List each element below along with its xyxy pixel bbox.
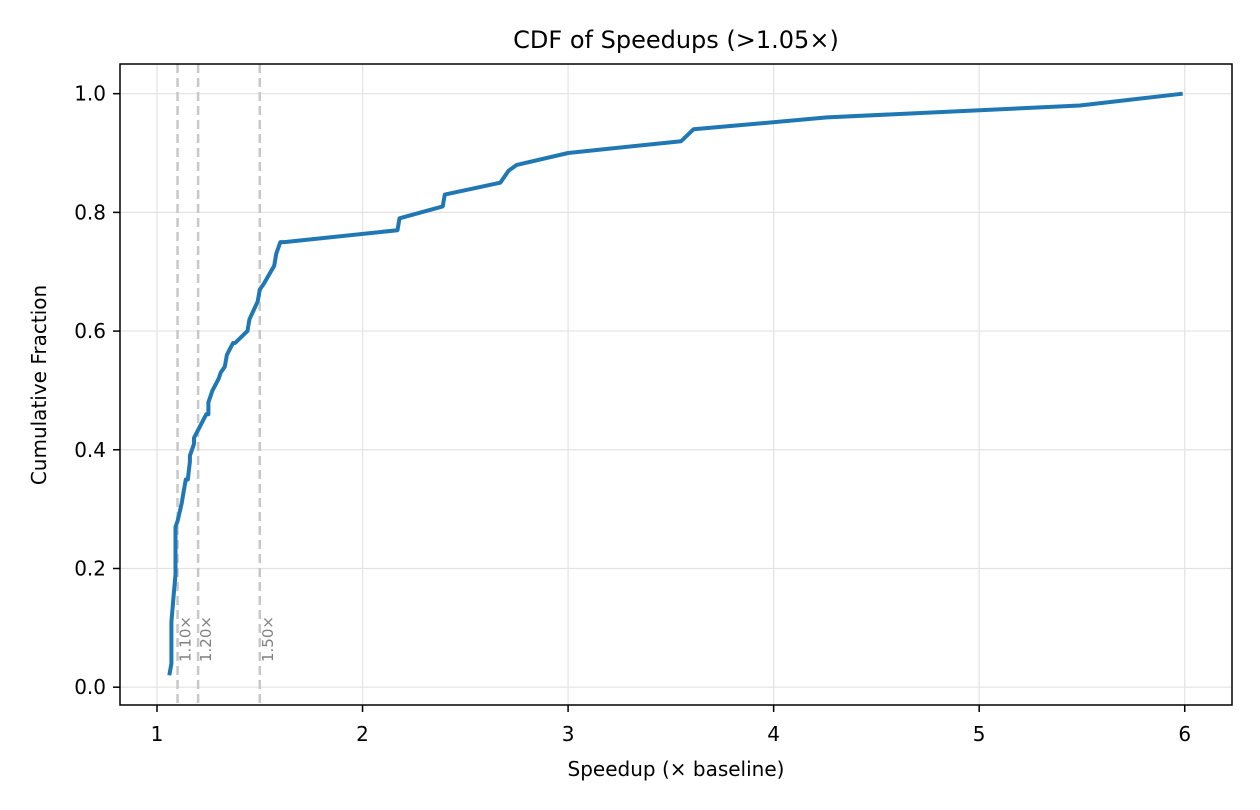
x-tick-label: 3	[562, 722, 575, 746]
y-axis-label: Cumulative Fraction	[27, 285, 51, 485]
y-tick-label: 0.2	[74, 556, 106, 580]
y-tick-label: 0.6	[74, 319, 106, 343]
reference-lines: 1.10× 1.20× 1.50×	[176, 64, 277, 705]
reference-line-label: 1.10×	[177, 616, 195, 662]
grid	[120, 64, 1232, 705]
y-axis-ticks: 0.0 0.2 0.4 0.6 0.8 1.0	[74, 82, 120, 699]
plot-frame	[119, 63, 1233, 706]
x-tick-label: 6	[1178, 722, 1191, 746]
cdf-line-layer	[167, 91, 1183, 676]
x-axis-label: Speedup (× baseline)	[568, 757, 785, 781]
reference-line-label: 1.50×	[259, 616, 277, 662]
cdf-line	[167, 91, 1183, 676]
y-tick-label: 0.0	[74, 675, 106, 699]
x-axis-ticks: 1 2 3 4 5 6	[151, 705, 1191, 746]
x-tick-label: 2	[356, 722, 369, 746]
x-tick-label: 5	[973, 722, 986, 746]
x-tick-label: 4	[767, 722, 780, 746]
chart-title: CDF of Speedups (>1.05×)	[513, 26, 839, 54]
x-tick-label: 1	[151, 722, 164, 746]
y-tick-label: 0.8	[74, 200, 106, 224]
y-tick-label: 0.4	[74, 438, 106, 462]
y-tick-label: 1.0	[74, 82, 106, 106]
reference-line-label: 1.20×	[197, 616, 215, 662]
